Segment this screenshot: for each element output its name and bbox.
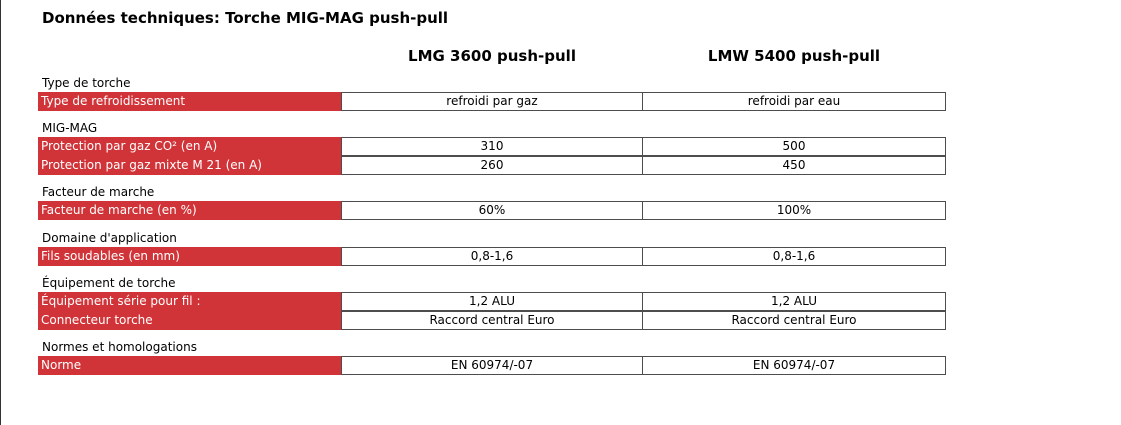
spec-row-norme: Norme EN 60974/-07 EN 60974/-07	[38, 356, 946, 375]
spec-label: Fils soudables (en mm)	[38, 247, 341, 266]
spec-label: Équipement série pour fil :	[38, 292, 341, 311]
section-title-domaine-d-application: Domaine d'application	[42, 231, 177, 245]
section-title-mig-mag: MIG-MAG	[42, 121, 98, 135]
spec-row-type-de-refroidissement: Type de refroidissement refroidi par gaz…	[38, 92, 946, 111]
spec-label: Protection par gaz CO² (en A)	[38, 137, 341, 156]
spec-value-lmw-5400: 0,8-1,6	[642, 247, 946, 266]
spec-value-lmg-3600: 60%	[341, 201, 643, 220]
spec-value-lmw-5400: 1,2 ALU	[642, 292, 946, 311]
spec-value-lmw-5400: EN 60974/-07	[642, 356, 946, 375]
spec-row-equipement-serie: Équipement série pour fil : 1,2 ALU 1,2 …	[38, 292, 946, 311]
spec-value-lmg-3600: EN 60974/-07	[341, 356, 643, 375]
spec-value-lmg-3600: Raccord central Euro	[341, 311, 643, 330]
page-left-border	[0, 0, 1, 425]
spec-row-fils-soudables: Fils soudables (en mm) 0,8-1,6 0,8-1,6	[38, 247, 946, 266]
spec-row-protection-mixte-m21: Protection par gaz mixte M 21 (en A) 260…	[38, 156, 946, 175]
spec-value-lmw-5400: 100%	[642, 201, 946, 220]
section-title-type-de-torche: Type de torche	[42, 76, 131, 90]
spec-value-lmw-5400: 450	[642, 156, 946, 175]
model-header-lmg-3600: LMG 3600 push-pull	[408, 47, 576, 65]
spec-row-facteur-de-marche: Facteur de marche (en %) 60% 100%	[38, 201, 946, 220]
section-title-normes-et-homologations: Normes et homologations	[42, 340, 197, 354]
spec-label: Norme	[38, 356, 341, 375]
model-header-lmw-5400: LMW 5400 push-pull	[707, 47, 881, 65]
spec-value-lmg-3600: 310	[341, 137, 643, 156]
spec-value-lmw-5400: Raccord central Euro	[642, 311, 946, 330]
spec-value-lmw-5400: 500	[642, 137, 946, 156]
spec-label: Connecteur torche	[38, 311, 341, 330]
spec-row-protection-co2: Protection par gaz CO² (en A) 310 500	[38, 137, 946, 156]
spec-label: Protection par gaz mixte M 21 (en A)	[38, 156, 341, 175]
section-title-facteur-de-marche: Facteur de marche	[42, 185, 155, 199]
spec-value-lmg-3600: 1,2 ALU	[341, 292, 643, 311]
spec-value-lmg-3600: refroidi par gaz	[341, 92, 643, 111]
section-title-equipement-de-torche: Équipement de torche	[42, 276, 176, 290]
spec-value-lmg-3600: 260	[341, 156, 643, 175]
spec-value-lmw-5400: refroidi par eau	[642, 92, 946, 111]
spec-label: Facteur de marche (en %)	[38, 201, 341, 220]
spec-value-lmg-3600: 0,8-1,6	[341, 247, 643, 266]
spec-row-connecteur-torche: Connecteur torche Raccord central Euro R…	[38, 311, 946, 330]
page-title: Données techniques: Torche MIG-MAG push-…	[42, 9, 449, 27]
spec-label: Type de refroidissement	[38, 92, 341, 111]
